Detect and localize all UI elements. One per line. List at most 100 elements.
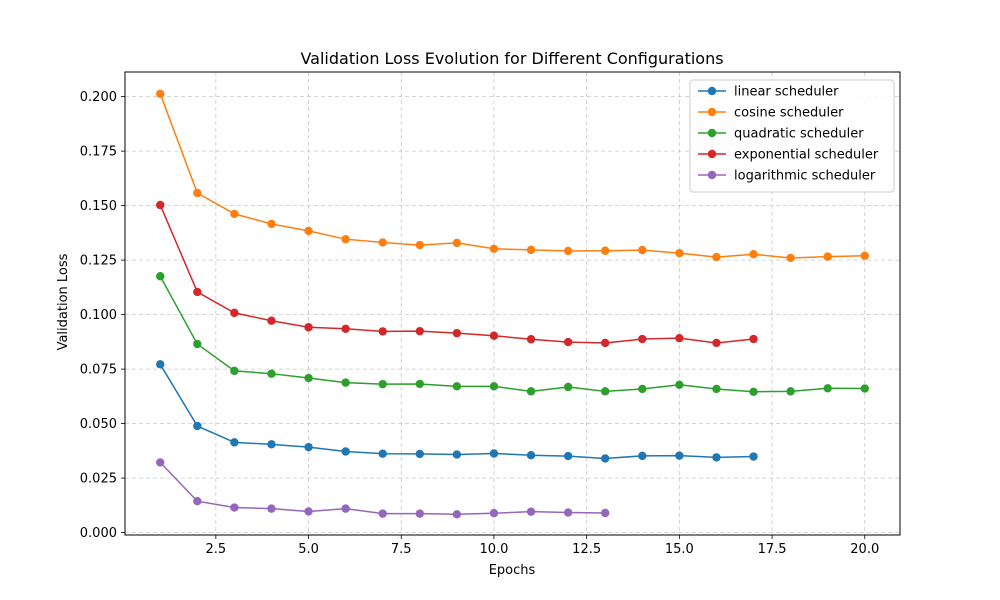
legend-label: logarithmic scheduler bbox=[734, 169, 876, 184]
data-point bbox=[341, 447, 350, 456]
data-point bbox=[156, 360, 165, 369]
series-line bbox=[159, 275, 865, 393]
data-point bbox=[156, 272, 165, 281]
data-point bbox=[749, 387, 758, 396]
data-point bbox=[193, 287, 202, 297]
data-point bbox=[601, 338, 610, 348]
x-axis: 2.5 5.0 7.5 10.0 12.5 15.0 17.5 20.0 bbox=[206, 535, 879, 557]
data-point bbox=[786, 253, 795, 263]
y-tick-label: 0.200 bbox=[80, 90, 117, 105]
legend: linear scheduler cosine scheduler quadrati… bbox=[689, 79, 895, 193]
data-point bbox=[415, 449, 424, 459]
y-axis-label: Validation Loss bbox=[56, 253, 71, 350]
plot-frame bbox=[124, 71, 901, 536]
data-point bbox=[675, 248, 684, 258]
y-tick-label: 0.025 bbox=[80, 472, 117, 487]
data-point bbox=[712, 384, 721, 394]
data-point bbox=[156, 89, 165, 98]
legend-marker bbox=[707, 128, 717, 138]
legend-marker bbox=[707, 107, 717, 117]
x-tick-label: 10.0 bbox=[479, 542, 508, 557]
data-point bbox=[452, 382, 462, 391]
y-tick-label: 0.125 bbox=[80, 254, 117, 269]
data-point bbox=[563, 337, 573, 347]
data-point bbox=[786, 387, 795, 396]
data-point bbox=[304, 226, 313, 236]
data-point bbox=[452, 510, 462, 519]
data-point bbox=[489, 244, 499, 253]
data-point bbox=[526, 451, 536, 460]
data-point bbox=[230, 438, 239, 447]
data-point bbox=[378, 379, 387, 389]
data-point bbox=[860, 251, 869, 260]
data-point bbox=[415, 240, 424, 250]
data-point bbox=[712, 252, 721, 262]
y-tick-label: 0.075 bbox=[80, 363, 117, 378]
data-point bbox=[526, 245, 536, 255]
legend-marker bbox=[707, 149, 717, 159]
series-linear bbox=[156, 360, 758, 463]
data-point bbox=[563, 382, 573, 392]
data-point bbox=[193, 497, 202, 506]
data-point bbox=[452, 328, 462, 338]
data-point bbox=[378, 509, 387, 518]
y-tick-label: 0.000 bbox=[80, 526, 117, 541]
data-point bbox=[452, 450, 462, 459]
data-point bbox=[489, 449, 499, 458]
data-point bbox=[638, 334, 647, 344]
y-tick-label: 0.100 bbox=[80, 308, 117, 323]
x-tick-label: 5.0 bbox=[298, 542, 319, 557]
data-point bbox=[341, 324, 350, 333]
data-point bbox=[638, 384, 647, 394]
data-point bbox=[675, 380, 684, 390]
x-tick-label: 2.5 bbox=[206, 542, 227, 557]
data-point bbox=[749, 250, 758, 259]
data-point bbox=[601, 508, 610, 518]
y-tick-label: 0.175 bbox=[80, 145, 117, 160]
data-point bbox=[304, 442, 313, 452]
data-point bbox=[230, 503, 239, 512]
data-point bbox=[526, 387, 536, 396]
legend-item: logarithmic scheduler bbox=[698, 169, 876, 184]
data-point bbox=[860, 384, 869, 393]
data-point bbox=[341, 234, 350, 244]
chart-title: Validation Loss Evolution for Different … bbox=[300, 49, 723, 68]
data-point bbox=[489, 509, 499, 518]
data-point bbox=[378, 327, 387, 336]
data-point bbox=[489, 382, 499, 391]
data-point bbox=[193, 188, 202, 198]
legend-item: linear scheduler bbox=[698, 85, 839, 100]
data-point bbox=[193, 421, 202, 431]
data-point bbox=[749, 334, 758, 344]
data-point bbox=[712, 453, 721, 462]
data-point bbox=[526, 335, 536, 344]
legend-label: quadratic scheduler bbox=[734, 127, 864, 142]
data-point bbox=[156, 200, 165, 210]
data-point bbox=[452, 238, 462, 248]
data-point bbox=[267, 369, 276, 378]
data-point bbox=[304, 507, 313, 516]
data-point bbox=[563, 451, 573, 461]
data-point bbox=[267, 440, 276, 449]
data-point bbox=[675, 451, 684, 460]
series-layer bbox=[156, 89, 869, 519]
data-point bbox=[156, 458, 165, 467]
series-quadratic bbox=[156, 272, 869, 396]
y-tick-label: 0.150 bbox=[80, 199, 117, 214]
x-tick-label: 7.5 bbox=[391, 542, 412, 557]
data-point bbox=[823, 252, 832, 261]
data-point bbox=[675, 333, 684, 343]
x-tick-label: 20.0 bbox=[850, 542, 879, 557]
data-point bbox=[230, 366, 239, 376]
data-point bbox=[601, 454, 610, 463]
data-point bbox=[267, 504, 276, 513]
data-point bbox=[749, 452, 758, 461]
x-axis-label: Epochs bbox=[489, 563, 536, 578]
x-tick-label: 12.5 bbox=[572, 542, 601, 557]
data-point bbox=[267, 316, 276, 325]
data-point bbox=[341, 378, 350, 387]
data-point bbox=[415, 509, 424, 518]
y-tick-label: 0.050 bbox=[80, 417, 117, 432]
data-point bbox=[230, 308, 239, 318]
